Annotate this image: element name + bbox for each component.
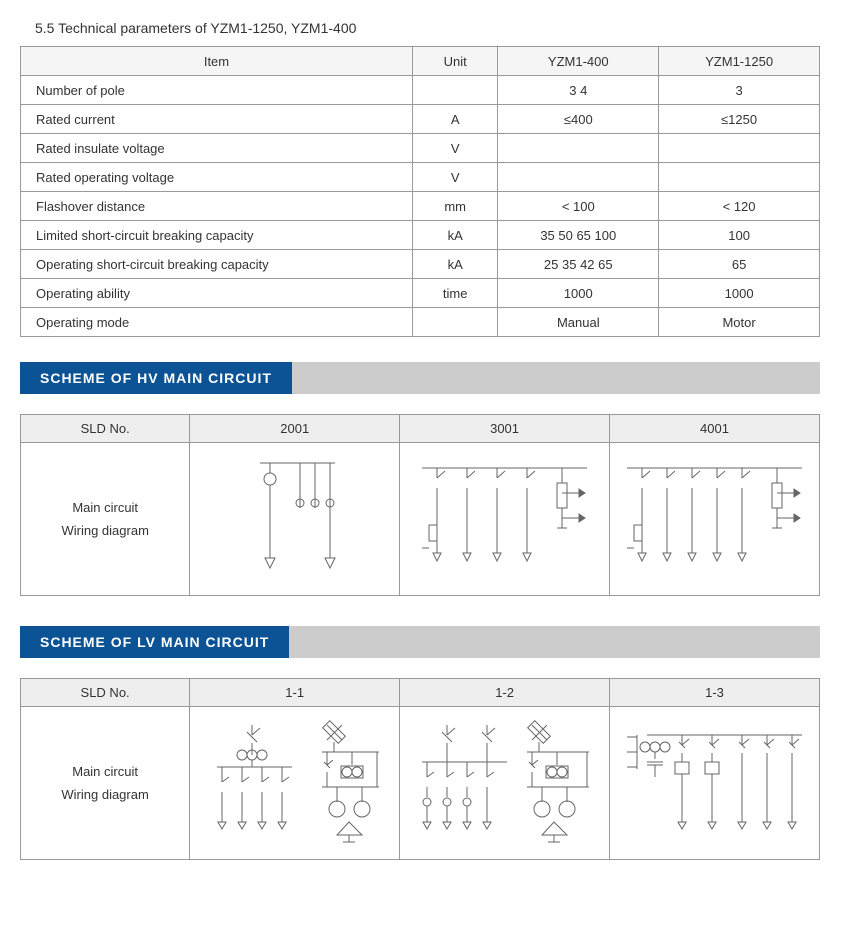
cell: Operating short-circuit breaking capacit…	[21, 250, 413, 279]
label2: Wiring diagram	[61, 523, 148, 538]
circuit-diagram-icon	[617, 717, 812, 847]
label1: Main circuit	[72, 500, 138, 515]
cell: kA	[412, 221, 497, 250]
hv-section-header: SCHEME OF HV MAIN CIRCUIT	[20, 362, 820, 394]
hv-header-label: SCHEME OF HV MAIN CIRCUIT	[20, 362, 292, 394]
cell: Number of pole	[21, 76, 413, 105]
page-title: 5.5 Technical parameters of YZM1-1250, Y…	[20, 20, 830, 36]
lv-diagram-1-3	[610, 707, 820, 860]
cell: 35 50 65 100	[498, 221, 659, 250]
cell: 3	[659, 76, 820, 105]
lv-section-header: SCHEME OF LV MAIN CIRCUIT	[20, 626, 820, 658]
lv-scheme-table: SLD No. 1-1 1-2 1-3 Main circuit Wiring …	[20, 678, 820, 860]
header-fill	[289, 626, 820, 658]
cell: Rated insulate voltage	[21, 134, 413, 163]
lv-header-label: SCHEME OF LV MAIN CIRCUIT	[20, 626, 289, 658]
cell	[498, 134, 659, 163]
param-row: Operating mode ManualMotor	[21, 308, 820, 337]
hv-diagram-2001	[190, 443, 400, 596]
parameters-table: Item Unit YZM1-400 YZM1-1250 Number of p…	[20, 46, 820, 337]
circuit-diagram-icon	[197, 717, 392, 847]
cell: V	[412, 134, 497, 163]
hdr-unit: Unit	[412, 47, 497, 76]
cell: 100	[659, 221, 820, 250]
label1: Main circuit	[72, 764, 138, 779]
hv-diagram-3001	[400, 443, 610, 596]
cell: ≤400	[498, 105, 659, 134]
hdr-item: Item	[21, 47, 413, 76]
cell: < 100	[498, 192, 659, 221]
header-fill	[292, 362, 820, 394]
param-row: Limited short-circuit breaking capacityk…	[21, 221, 820, 250]
cell	[659, 163, 820, 192]
hv-col: 2001	[190, 415, 400, 443]
cell: Flashover distance	[21, 192, 413, 221]
cell: Rated operating voltage	[21, 163, 413, 192]
cell: 1000	[498, 279, 659, 308]
cell: 65	[659, 250, 820, 279]
cell: Operating ability	[21, 279, 413, 308]
hdr-yzm1250: YZM1-1250	[659, 47, 820, 76]
cell: A	[412, 105, 497, 134]
cell: mm	[412, 192, 497, 221]
lv-row-label: Main circuit Wiring diagram	[21, 707, 190, 860]
param-row: Flashover distancemm< 100< 120	[21, 192, 820, 221]
lv-col: 1-2	[400, 679, 610, 707]
hv-col: 3001	[400, 415, 610, 443]
param-row: Operating short-circuit breaking capacit…	[21, 250, 820, 279]
circuit-diagram-icon	[407, 453, 602, 583]
param-row: Operating abilitytime10001000	[21, 279, 820, 308]
param-row: Rated operating voltageV	[21, 163, 820, 192]
lv-col: 1-1	[190, 679, 400, 707]
cell: Rated current	[21, 105, 413, 134]
param-row: Number of pole 3 43	[21, 76, 820, 105]
cell: 1000	[659, 279, 820, 308]
cell	[659, 134, 820, 163]
cell	[412, 76, 497, 105]
cell: ≤1250	[659, 105, 820, 134]
cell: kA	[412, 250, 497, 279]
cell: < 120	[659, 192, 820, 221]
hdr-yzm400: YZM1-400	[498, 47, 659, 76]
param-header-row: Item Unit YZM1-400 YZM1-1250	[21, 47, 820, 76]
hv-sldno-label: SLD No.	[21, 415, 190, 443]
param-row: Rated insulate voltageV	[21, 134, 820, 163]
lv-diagram-1-1	[190, 707, 400, 860]
circuit-diagram-icon	[617, 453, 812, 583]
hv-scheme-table: SLD No. 2001 3001 4001 Main circuit Wiri…	[20, 414, 820, 596]
lv-col: 1-3	[610, 679, 820, 707]
cell: Motor	[659, 308, 820, 337]
cell: time	[412, 279, 497, 308]
label2: Wiring diagram	[61, 787, 148, 802]
circuit-diagram-icon	[407, 717, 602, 847]
lv-sldno-label: SLD No.	[21, 679, 190, 707]
circuit-diagram-icon	[220, 453, 370, 583]
cell	[412, 308, 497, 337]
cell	[498, 163, 659, 192]
lv-diagram-1-2	[400, 707, 610, 860]
hv-diagram-4001	[610, 443, 820, 596]
cell: V	[412, 163, 497, 192]
cell: 3 4	[498, 76, 659, 105]
cell: Operating mode	[21, 308, 413, 337]
hv-col: 4001	[610, 415, 820, 443]
cell: 25 35 42 65	[498, 250, 659, 279]
cell: Manual	[498, 308, 659, 337]
hv-row-label: Main circuit Wiring diagram	[21, 443, 190, 596]
param-row: Rated currentA≤400≤1250	[21, 105, 820, 134]
cell: Limited short-circuit breaking capacity	[21, 221, 413, 250]
